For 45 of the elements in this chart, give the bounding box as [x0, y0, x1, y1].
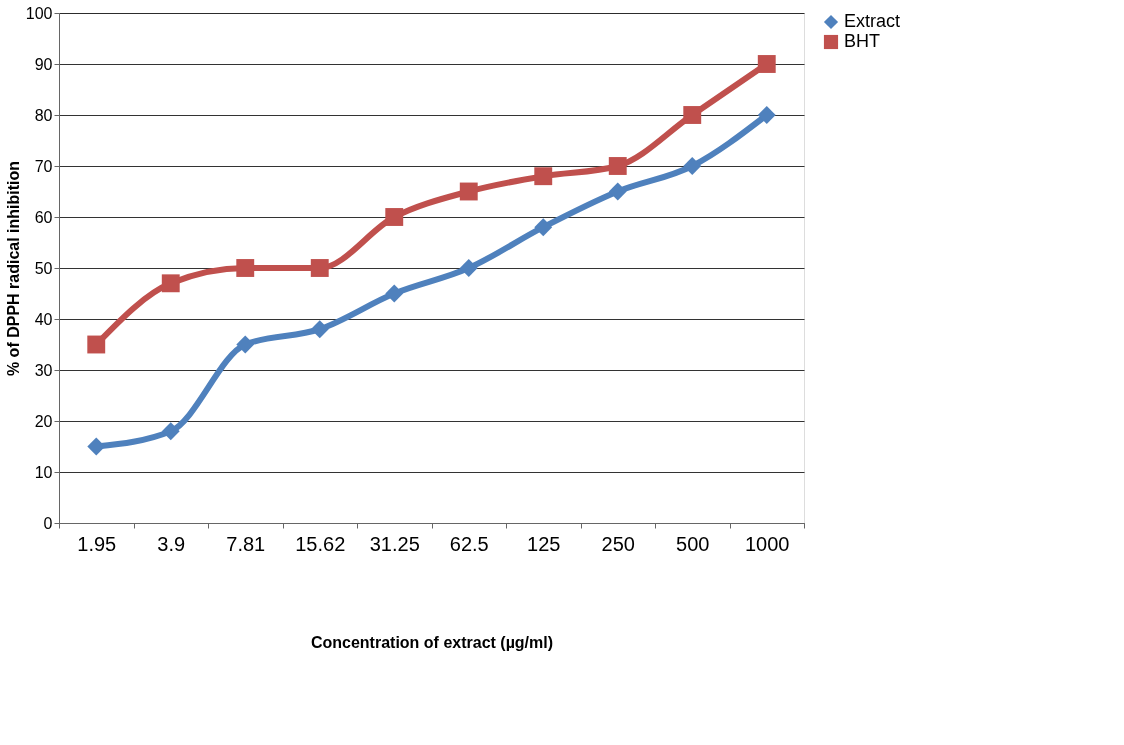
x-tick-label: 1.95: [77, 532, 117, 555]
point: [459, 182, 478, 201]
point: [757, 55, 776, 73]
y-tick-label: 20: [34, 412, 53, 430]
point: [385, 208, 404, 226]
y-tick-label: 10: [34, 463, 53, 481]
point: [459, 259, 478, 277]
y-tick-label: 80: [34, 106, 53, 124]
x-tick-label: 250: [601, 532, 635, 555]
x-tick-label: 3.9: [157, 532, 186, 555]
x-tick-label: 31.25: [369, 532, 420, 555]
y-tick-label: 70: [34, 157, 53, 175]
y-tick-label: 30: [34, 361, 53, 379]
point: [161, 274, 180, 293]
point: [757, 106, 776, 124]
x-tick-label: 7.81: [226, 532, 266, 555]
y-axis-title: % of DPPH radical inhibition: [4, 160, 22, 377]
point: [534, 167, 553, 186]
point: [608, 182, 627, 201]
x-tick-label: 500: [676, 532, 710, 555]
y-tick-label: 90: [34, 55, 53, 73]
y-tick-label: 50: [34, 259, 53, 277]
point: [236, 259, 255, 277]
x-tick-label: 125: [527, 532, 561, 555]
point: [608, 157, 627, 175]
x-axis-title: Concentration of extract (µg/ml): [310, 633, 554, 651]
point: [87, 335, 106, 354]
point: [87, 437, 106, 456]
point: [236, 335, 255, 354]
point: [310, 259, 329, 277]
point: [683, 106, 702, 124]
x-tick-label: 62.5: [449, 532, 489, 555]
point: [385, 284, 404, 303]
x-tick-label: 15.62: [295, 532, 346, 555]
y-tick-label: 0: [43, 514, 53, 532]
y-tick-label: 40: [34, 310, 53, 328]
point: [310, 320, 329, 339]
point: [683, 157, 702, 175]
y-tick-label: 60: [34, 208, 53, 226]
y-tick-label: 100: [25, 4, 53, 22]
point: [534, 218, 553, 237]
x-tick-label: 1000: [745, 532, 790, 555]
legend-label: Extract: [844, 11, 901, 31]
point: [161, 422, 180, 441]
legend-label: BHT: [844, 31, 880, 51]
